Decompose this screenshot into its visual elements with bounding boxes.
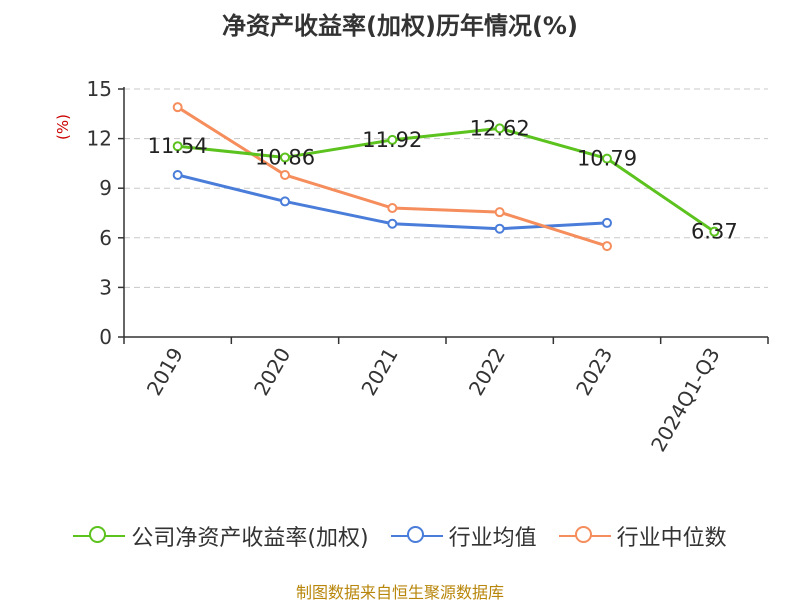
data-point-2 bbox=[494, 207, 505, 218]
y-tick-label: 12 bbox=[87, 127, 112, 151]
data-point-0 bbox=[172, 141, 183, 152]
data-point-1 bbox=[494, 223, 505, 234]
data-point-0 bbox=[387, 134, 398, 145]
y-tick-label: 3 bbox=[99, 275, 112, 299]
legend: 公司净资产收益率(加权) 行业均值 行业中位数 bbox=[0, 518, 800, 554]
data-point-1 bbox=[387, 218, 398, 229]
data-point-0 bbox=[602, 153, 612, 164]
data-source-note: 制图数据来自恒生聚源数据库 bbox=[295, 583, 504, 602]
data-point-0 bbox=[494, 123, 505, 134]
y-tick-label: 9 bbox=[99, 176, 112, 200]
data-point-2 bbox=[280, 169, 290, 180]
y-tick-label: 6 bbox=[99, 226, 112, 250]
legend-circle-industry-median bbox=[574, 526, 592, 543]
legend-label-company: 公司净资产收益率(加权) bbox=[131, 526, 369, 551]
chart-title: 净资产收益率(加权)历年情况(%) bbox=[222, 12, 578, 40]
legend-circle-industry-mean bbox=[406, 526, 424, 543]
legend-marker-industry-median bbox=[558, 526, 611, 546]
data-point-1 bbox=[602, 217, 612, 228]
data-label: 10.86 bbox=[255, 145, 315, 169]
data-label: 12.62 bbox=[470, 116, 530, 140]
x-tick-label: 2019 bbox=[142, 344, 188, 400]
x-tick-label: 2021 bbox=[356, 344, 402, 400]
legend-label-industry-median: 行业中位数 bbox=[616, 526, 727, 551]
x-tick-label: 2020 bbox=[249, 344, 295, 400]
legend-item-industry-mean[interactable]: 行业均值 bbox=[390, 520, 537, 552]
y-axis-label: (%) bbox=[54, 114, 72, 140]
data-label: 11.92 bbox=[362, 128, 422, 152]
data-point-1 bbox=[172, 169, 183, 180]
y-tick-label: 15 bbox=[87, 77, 112, 101]
legend-marker-company bbox=[73, 526, 126, 546]
data-point-2 bbox=[387, 203, 398, 214]
legend-label-industry-mean: 行业均值 bbox=[448, 526, 537, 551]
x-tick-label: 2022 bbox=[464, 343, 510, 399]
x-tick-label: 2023 bbox=[571, 344, 617, 400]
y-tick-label: 0 bbox=[99, 325, 112, 349]
legend-circle-company bbox=[89, 526, 107, 543]
x-tick-label: 2024Q1-Q3 bbox=[646, 344, 725, 456]
legend-marker-industry-mean bbox=[390, 526, 443, 546]
data-point-0 bbox=[280, 152, 290, 163]
data-point-2 bbox=[602, 241, 612, 252]
series-line-0 bbox=[177, 126, 716, 233]
data-point-0 bbox=[709, 226, 720, 237]
data-point-2 bbox=[172, 102, 183, 113]
data-point-1 bbox=[280, 196, 290, 207]
data-label: 10.79 bbox=[577, 147, 637, 171]
legend-item-company[interactable]: 公司净资产收益率(加权) bbox=[73, 520, 369, 552]
data-label: 11.54 bbox=[148, 134, 208, 158]
legend-item-industry-median[interactable]: 行业中位数 bbox=[558, 520, 727, 552]
data-label: 6.37 bbox=[691, 220, 738, 244]
